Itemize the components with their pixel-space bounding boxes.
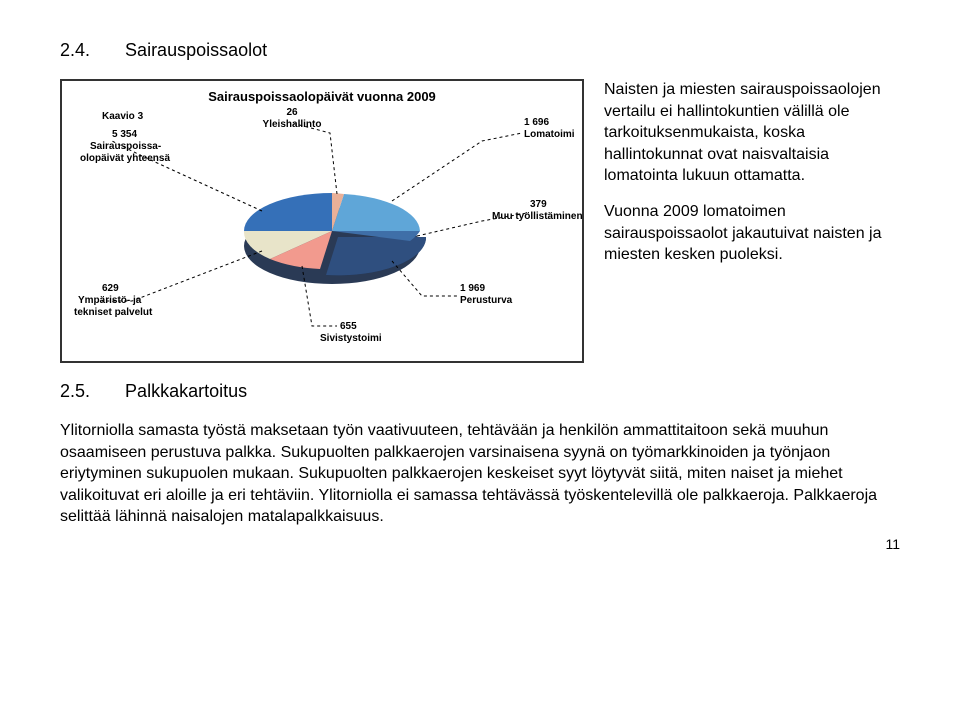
sub-section-number: 2.5. <box>60 381 90 401</box>
svg-text:Sairauspoissa-: Sairauspoissa- <box>90 141 161 152</box>
side-text: Naisten ja miesten sairauspoissaolojen v… <box>604 79 900 280</box>
svg-text:Ympäristö- ja: Ympäristö- ja <box>78 295 142 306</box>
side-paragraph-1: Naisten ja miesten sairauspoissaolojen v… <box>604 79 900 187</box>
sub-section-title: Palkkakartoitus <box>125 381 247 401</box>
svg-text:Perusturva: Perusturva <box>460 295 513 306</box>
svg-text:379: 379 <box>530 199 547 210</box>
sub-section-heading: 2.5. Palkkakartoitus <box>60 381 900 402</box>
svg-text:26: 26 <box>286 107 298 118</box>
svg-text:1 969: 1 969 <box>460 283 485 294</box>
svg-text:Muu työllistäminen: Muu työllistäminen <box>492 211 582 222</box>
side-paragraph-2: Vuonna 2009 lomatoimen sairauspoissaolot… <box>604 201 900 266</box>
section-title: Sairauspoissaolot <box>125 40 267 60</box>
svg-text:tekniset palvelut: tekniset palvelut <box>74 307 153 318</box>
svg-text:629: 629 <box>102 283 119 294</box>
svg-text:Lomatoimi: Lomatoimi <box>524 129 575 140</box>
chart-container: Sairauspoissaolopäivät vuonna 2009 <box>60 79 584 363</box>
body-paragraph: Ylitorniolla samasta työstä maksetaan ty… <box>60 420 900 528</box>
svg-text:5 354: 5 354 <box>112 129 137 140</box>
svg-text:Kaavio 3: Kaavio 3 <box>102 111 144 122</box>
svg-text:1 696: 1 696 <box>524 117 549 128</box>
top-row: Sairauspoissaolopäivät vuonna 2009 <box>60 79 900 363</box>
section-number: 2.4. <box>60 40 90 60</box>
svg-text:olopäivät yhteensä: olopäivät yhteensä <box>80 153 170 164</box>
svg-text:Sivistystoimi: Sivistystoimi <box>320 333 382 344</box>
svg-text:655: 655 <box>340 321 357 332</box>
svg-text:Yleishallinto: Yleishallinto <box>263 119 322 130</box>
section-heading: 2.4. Sairauspoissaolot <box>60 40 900 61</box>
page-number: 11 <box>60 536 900 552</box>
pie-chart: 26 Yleishallinto 1 696 Lomatoimi 379 Muu… <box>62 81 582 361</box>
